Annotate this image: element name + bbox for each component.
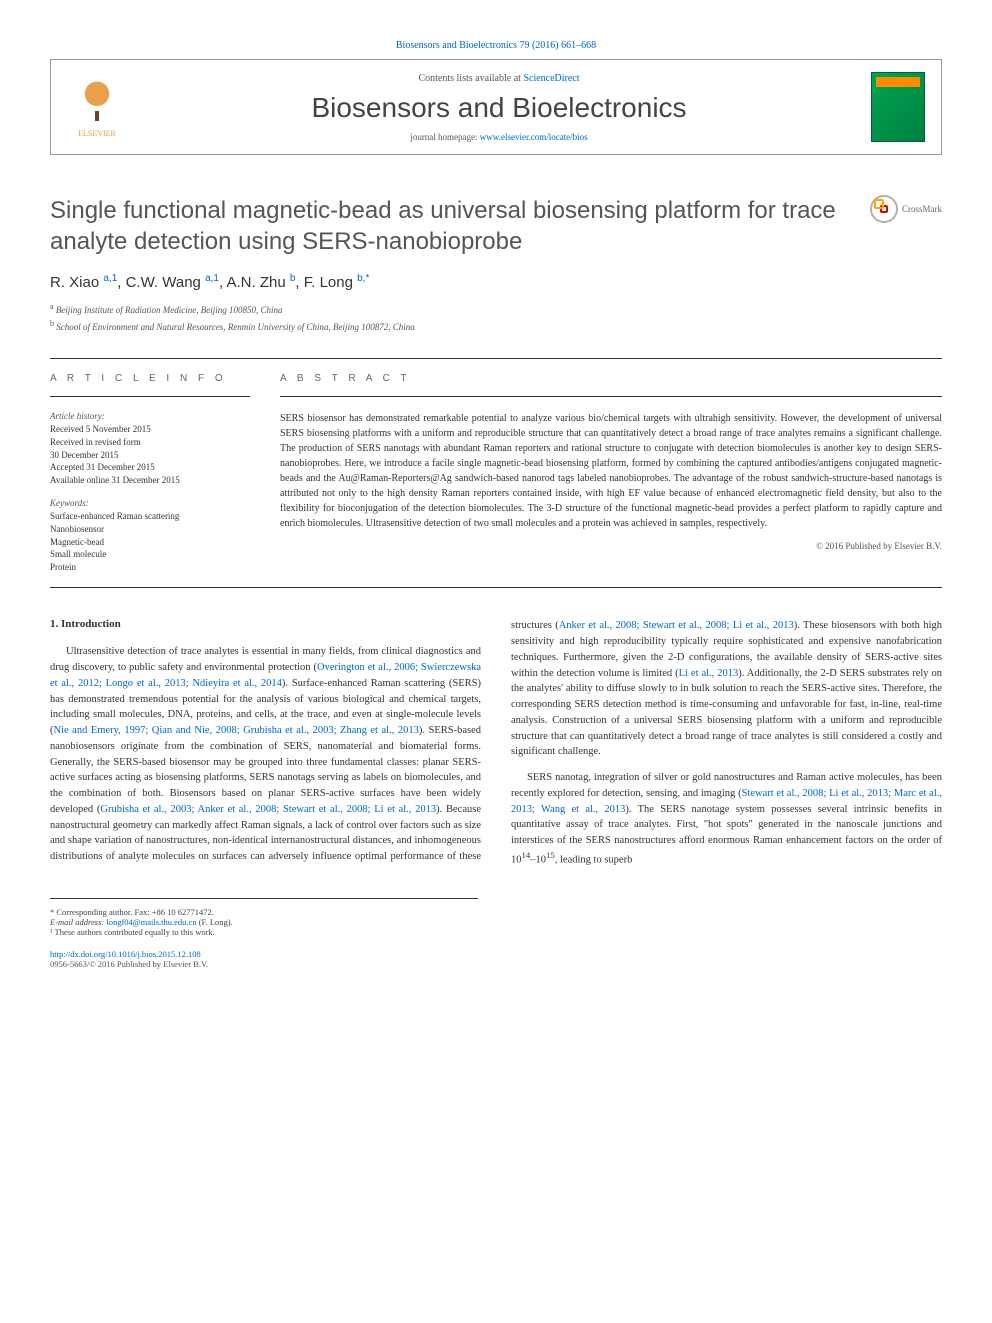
article-title: Single functional magnetic-bead as unive… [50, 195, 850, 257]
history-item: Available online 31 December 2015 [50, 474, 250, 487]
journal-citation: Biosensors and Bioelectronics 79 (2016) … [50, 40, 942, 51]
homepage-link[interactable]: www.elsevier.com/locate/bios [480, 132, 588, 142]
journal-cover-thumbnail[interactable] [871, 72, 925, 142]
intro-paragraph-2: SERS nanotag, integration of silver or g… [511, 770, 942, 868]
homepage-line: journal homepage: www.elsevier.com/locat… [127, 132, 871, 142]
section-1-heading: 1. Introduction [50, 618, 481, 630]
history-item: 30 December 2015 [50, 449, 250, 462]
keywords-label: Keywords: [50, 498, 250, 508]
footnotes: * Corresponding author. Fax: +86 10 6277… [50, 898, 478, 937]
crossmark-icon [870, 195, 898, 223]
authors-line: R. Xiao a,1, C.W. Wang a,1, A.N. Zhu b, … [50, 273, 942, 291]
keyword: Nanobiosensor [50, 523, 250, 536]
history-list: Received 5 November 2015Received in revi… [50, 423, 250, 486]
two-column-body: 1. Introduction Ultrasensitive detection… [50, 618, 942, 868]
affiliation: a Beijing Institute of Radiation Medicin… [50, 301, 942, 318]
keyword: Protein [50, 561, 250, 574]
doi-link[interactable]: http://dx.doi.org/10.1016/j.bios.2015.12… [50, 949, 201, 959]
email-line: E-mail address: longf04@mails.thu.edu.cn… [50, 917, 478, 927]
abstract-copyright: © 2016 Published by Elsevier B.V. [280, 541, 942, 551]
email-link[interactable]: longf04@mails.thu.edu.cn [106, 917, 196, 927]
header-center: Contents lists available at ScienceDirec… [127, 73, 871, 142]
divider-abstract [280, 396, 942, 397]
divider-top [50, 358, 942, 359]
info-abstract-row: A R T I C L E I N F O Article history: R… [50, 373, 942, 573]
keyword: Surface-enhanced Raman scattering [50, 510, 250, 523]
elsevier-logo[interactable]: ELSEVIER [67, 72, 127, 142]
keywords-list: Surface-enhanced Raman scatteringNanobio… [50, 510, 250, 573]
history-label: Article history: [50, 411, 250, 421]
doi-block: http://dx.doi.org/10.1016/j.bios.2015.12… [50, 949, 942, 969]
affiliations: a Beijing Institute of Radiation Medicin… [50, 301, 942, 334]
abstract-text: SERS biosensor has demonstrated remarkab… [280, 411, 942, 531]
journal-name: Biosensors and Bioelectronics [127, 92, 871, 124]
email-label: E-mail address: [50, 917, 106, 927]
divider-info [50, 396, 250, 397]
body-section: 1. Introduction Ultrasensitive detection… [50, 618, 942, 868]
contents-line: Contents lists available at ScienceDirec… [127, 73, 871, 84]
email-post: (F. Long). [197, 917, 233, 927]
elsevier-tree-icon [73, 77, 121, 125]
corresponding-author-note: * Corresponding author. Fax: +86 10 6277… [50, 907, 478, 917]
elsevier-label: ELSEVIER [78, 129, 116, 138]
journal-header: ELSEVIER Contents lists available at Sci… [50, 59, 942, 155]
crossmark-label: CrossMark [902, 204, 942, 214]
keyword: Small molecule [50, 548, 250, 561]
equal-contribution-note: ¹ These authors contributed equally to t… [50, 927, 478, 937]
abstract-column: A B S T R A C T SERS biosensor has demon… [280, 373, 942, 573]
title-row: Single functional magnetic-bead as unive… [50, 195, 942, 257]
history-item: Received in revised form [50, 436, 250, 449]
article-info-column: A R T I C L E I N F O Article history: R… [50, 373, 250, 573]
issn-line: 0956-5663/© 2016 Published by Elsevier B… [50, 959, 208, 969]
history-item: Accepted 31 December 2015 [50, 461, 250, 474]
crossmark-badge[interactable]: CrossMark [870, 195, 942, 223]
homepage-prefix: journal homepage: [410, 132, 479, 142]
history-item: Received 5 November 2015 [50, 423, 250, 436]
contents-prefix: Contents lists available at [418, 73, 523, 84]
abstract-label: A B S T R A C T [280, 373, 942, 384]
keyword: Magnetic-bead [50, 536, 250, 549]
article-info-label: A R T I C L E I N F O [50, 373, 250, 384]
citation-link[interactable]: Biosensors and Bioelectronics 79 (2016) … [396, 40, 596, 51]
divider-bottom [50, 587, 942, 588]
sciencedirect-link[interactable]: ScienceDirect [523, 73, 579, 84]
affiliation: b School of Environment and Natural Reso… [50, 318, 942, 335]
